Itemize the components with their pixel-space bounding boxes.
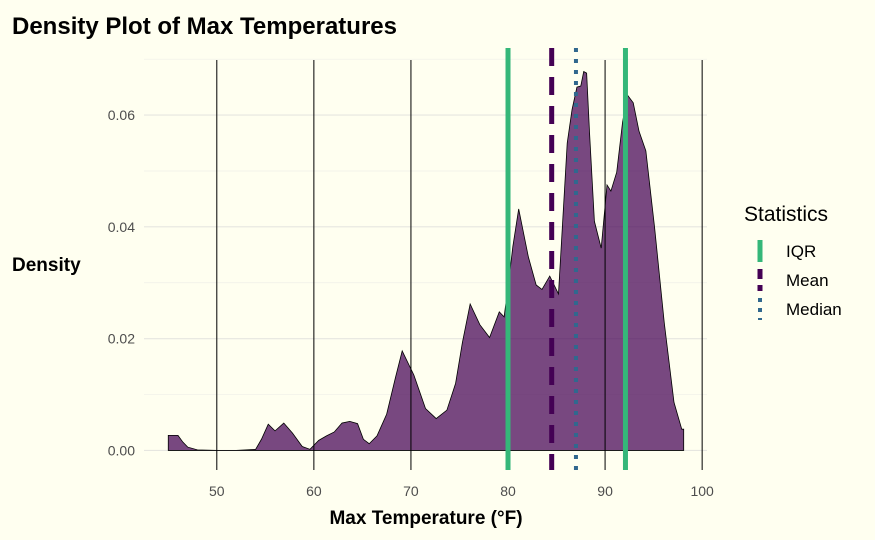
legend-label-median: Median xyxy=(786,300,842,319)
x-tick-label: 70 xyxy=(403,483,419,499)
x-axis-title: Max Temperature (°F) xyxy=(329,508,522,529)
density-area-path xyxy=(167,70,685,451)
y-tick-label: 0.04 xyxy=(108,219,135,235)
y-axis-title: Density xyxy=(12,255,81,276)
tick-labels: 50 60 70 80 90 100 0.00 0.02 0.04 0.06 xyxy=(108,107,714,499)
y-tick-label: 0.02 xyxy=(108,331,135,347)
statistic-lines xyxy=(505,48,628,470)
density-area xyxy=(167,70,685,451)
legend-label-mean: Mean xyxy=(786,271,829,290)
legend: Statistics IQR Mean Median xyxy=(744,203,842,320)
legend-title: Statistics xyxy=(744,203,828,226)
x-tick-label: 90 xyxy=(597,483,613,499)
x-tick-label: 100 xyxy=(690,483,714,499)
x-tick-label: 80 xyxy=(500,483,516,499)
legend-label-iqr: IQR xyxy=(786,242,816,261)
x-tick-label: 50 xyxy=(209,483,225,499)
black-vertical-lines xyxy=(216,60,703,470)
y-tick-label: 0.06 xyxy=(108,107,135,123)
x-tick-label: 60 xyxy=(306,483,322,499)
chart-title: Density Plot of Max Temperatures xyxy=(12,13,397,40)
y-tick-label: 0.00 xyxy=(108,442,135,458)
